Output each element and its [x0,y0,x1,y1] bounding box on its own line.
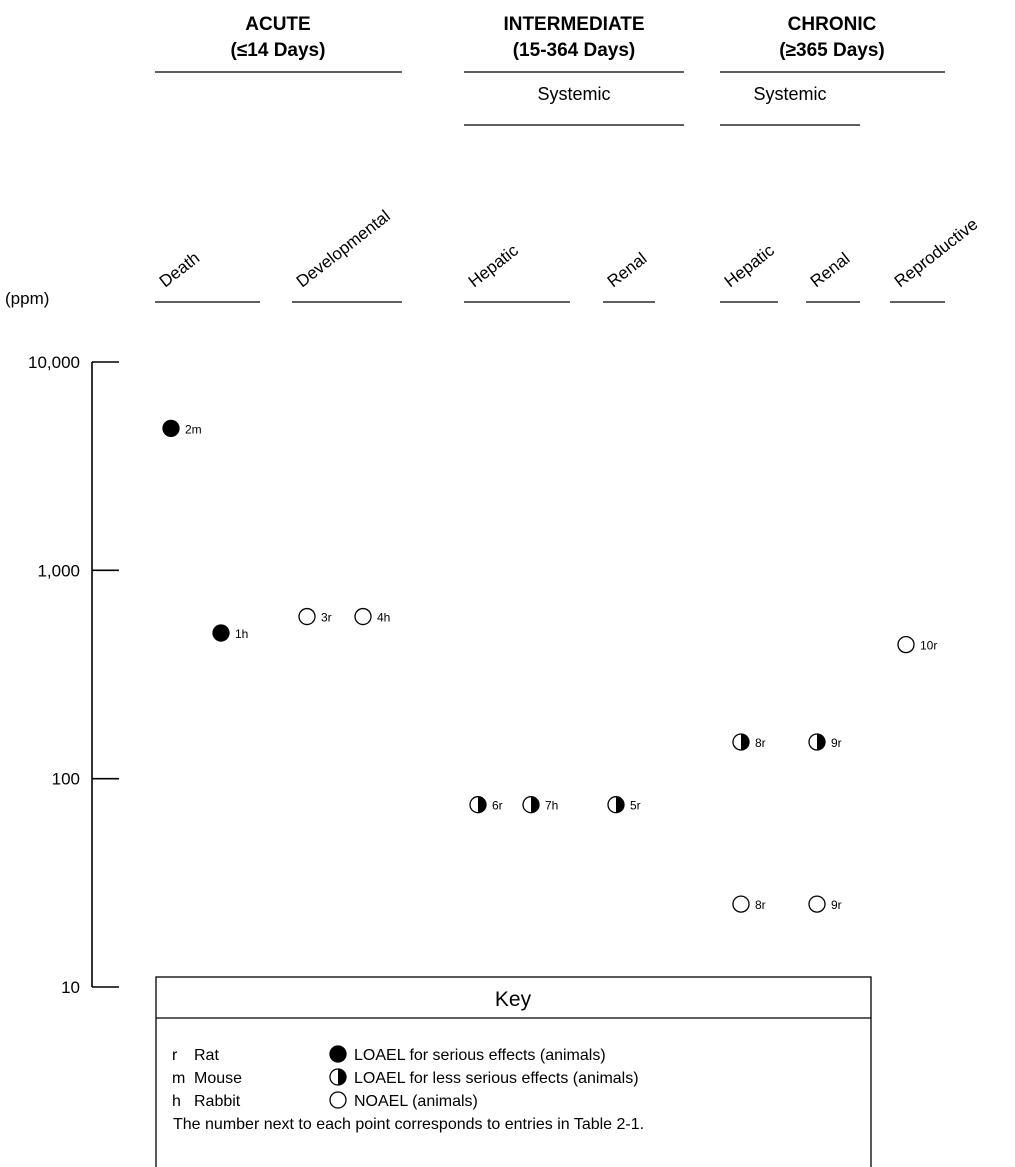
data-point-5: 7h [522,796,558,814]
key-note: The number next to each point correspond… [173,1116,644,1133]
data-point-label-5: 7h [545,799,558,813]
data-point-label-4: 6r [492,799,503,813]
y-axis: (ppm) 10,000 1,000 100 10 [5,289,119,997]
key-symbol-label-loael-serious: LOAEL for serious effects (animals) [354,1047,606,1064]
data-point-marker-3-ring [354,607,372,626]
y-tick-label-3: 10 [61,978,80,997]
key-symbol-loael-less-serious [329,1068,347,1086]
column-label-chronic-hepatic: Hepatic [721,240,779,291]
data-point-marker-7 [732,733,750,751]
column-label-chronic-reproductive: Reproductive [891,215,982,292]
data-point-label-11: 10r [920,639,937,653]
data-point-marker-6 [607,796,625,814]
column-label-acute-death: Death [156,248,203,291]
y-tick-label-1: 1,000 [37,561,80,580]
data-points: 2m 1h 3r 4h 6r 7h 5r 8r 8r 9r 9r 10r [162,419,937,913]
key-species-name-r: Rat [194,1047,219,1064]
data-point-label-8: 8r [755,898,766,912]
key-species-code-r: r [172,1047,178,1064]
data-point-marker-1 [212,624,230,642]
data-point-marker-8-ring [732,895,750,913]
data-point-11: 10r [897,635,937,654]
key-symbol-loael-serious [329,1045,347,1063]
key-box [155,976,872,1167]
data-point-marker-11 [897,635,915,654]
data-point-6: 5r [607,796,641,814]
data-point-marker-10 [808,895,826,913]
key-species-name-h: Rabbit [194,1093,241,1110]
duration-subtitle-chronic: (≥365 Days) [779,40,884,61]
duration-title-chronic: CHRONIC [788,14,877,35]
data-point-marker-4-half [478,796,486,813]
data-point-label-1: 1h [235,627,248,641]
data-point-label-2: 3r [321,611,332,625]
data-point-marker-1-fill [212,624,230,642]
column-label-intermediate-renal: Renal [604,249,651,291]
key-symbol-noael-ring [329,1091,347,1109]
group-label-intermediate: Systemic [537,84,610,104]
data-point-marker-2 [298,607,316,626]
column-label-chronic-renal: Renal [807,249,854,291]
data-point-2: 3r [298,607,332,626]
y-tick-label-0: 10,000 [28,353,80,372]
duration-subtitle-intermediate: (15-364 Days) [513,40,636,61]
y-tick-label-2: 100 [52,770,80,789]
column-label-acute-developmental: Developmental [293,206,394,291]
data-point-1: 1h [212,624,248,642]
data-point-marker-0-fill [162,419,180,438]
duration-title-intermediate: INTERMEDIATE [503,14,644,35]
data-point-marker-0 [162,419,180,438]
data-point-marker-4 [469,796,487,814]
data-point-marker-9 [808,733,826,751]
data-point-marker-3 [354,607,372,626]
data-point-marker-10-ring [808,895,826,913]
column-label-intermediate-hepatic: Hepatic [465,240,523,291]
group-label-chronic: Systemic [753,84,826,104]
data-point-marker-11-ring [897,635,915,654]
data-point-marker-7-half [741,733,749,750]
key-symbol-label-noael: NOAEL (animals) [354,1093,478,1110]
key-species-code-h: h [172,1093,181,1110]
data-point-marker-5 [522,796,540,814]
data-point-label-3: 4h [377,611,390,625]
key-symbol-label-loael-less-serious: LOAEL for less serious effects (animals) [354,1070,639,1087]
data-point-marker-2-ring [298,607,316,626]
key-species-code-m: m [172,1070,185,1087]
duration-title-acute: ACUTE [245,14,310,35]
data-point-marker-8 [732,895,750,913]
key-symbol-noael [329,1091,347,1109]
data-point-8: 8r [732,895,766,913]
key-symbol-loael-serious-fill [329,1045,347,1063]
data-point-10: 9r [808,895,842,913]
data-point-9: 9r [808,733,842,751]
data-point-marker-6-half [616,796,624,813]
y-unit-label: (ppm) [5,289,49,308]
data-point-marker-9-half [817,733,825,750]
data-point-label-0: 2m [185,422,202,436]
data-point-label-9: 9r [831,736,842,750]
data-point-marker-5-half [531,796,539,813]
data-point-3: 4h [354,607,390,626]
key-symbol-loael-less-serious-half [338,1069,346,1085]
data-point-label-10: 9r [831,898,842,912]
key-species-name-m: Mouse [194,1070,242,1087]
chart-headers: ACUTE (≤14 Days) INTERMEDIATE (15-364 Days)… [155,14,982,303]
data-point-0: 2m [162,419,202,438]
data-point-4: 6r [469,796,503,814]
key-title: Key [495,988,532,1011]
data-point-label-6: 5r [630,799,641,813]
duration-subtitle-acute: (≤14 Days) [231,40,326,61]
data-point-7: 8r [732,733,766,751]
data-point-label-7: 8r [755,736,766,750]
